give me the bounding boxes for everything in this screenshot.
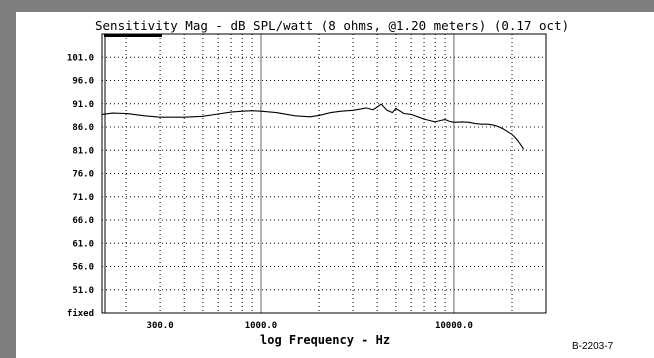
x-tick-label: 1000.0 [245,321,278,331]
figure-id: B-2203-7 [572,341,614,352]
y-tick-label: 86.0 [72,123,94,133]
chart-title: Sensitivity Mag - dB SPL/watt (8 ohms, @… [95,18,570,33]
figure-panel [16,12,654,358]
y-tick-label: 56.0 [72,263,94,273]
y-tick-label: 96.0 [72,77,94,87]
y-tick-label: 76.0 [72,170,94,180]
plot-frame [101,33,547,314]
y-tick-label: 91.0 [72,100,94,110]
y-tick-label: 66.0 [72,216,94,226]
grid [102,34,546,313]
y-tick-label: 51.0 [72,286,94,296]
y-tick-label: 101.0 [67,53,94,63]
x-tick-labels: 300.0 1000.0 10000.0 [147,321,473,331]
x-axis-label: log Frequency - Hz [260,333,391,347]
x-tick-label: 300.0 [147,321,174,331]
x-tick-label: 10000.0 [435,321,473,331]
title-underline-bar [104,34,162,37]
y-tick-label: 61.0 [72,239,94,249]
y-tick-labels: 101.0 96.0 91.0 86.0 81.0 76.0 71.0 66.0 61.0 56.… [67,53,94,319]
y-tick-label: fixed [67,308,94,319]
y-tick-label: 71.0 [72,193,94,203]
y-tick-label: 81.0 [72,146,94,156]
series-line [101,103,525,150]
